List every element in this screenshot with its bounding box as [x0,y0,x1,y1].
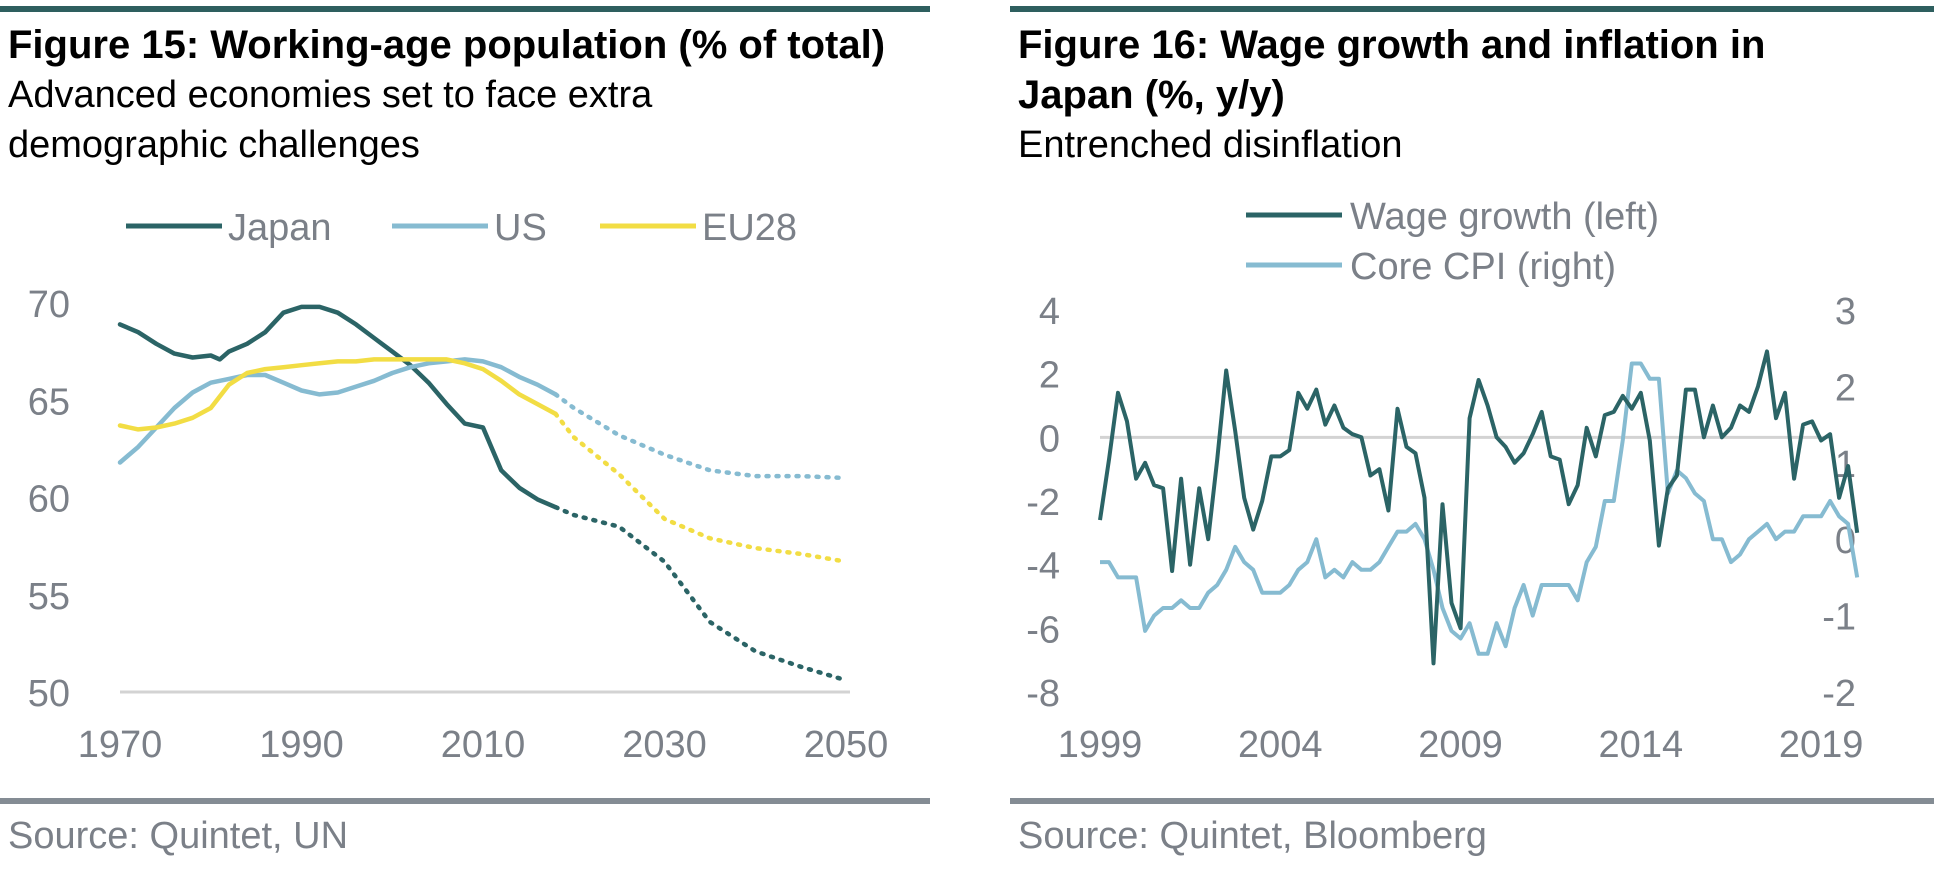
bottom-rule [1010,798,1934,804]
legend-label: EU28 [702,207,797,249]
x-tick-label: 1970 [78,724,163,766]
figure-15-chart: 50 55 60 65 70 1970 1990 2010 2030 2050 Japan US EU2… [28,207,889,766]
y-left-tick-label: 4 [1039,291,1060,333]
series-eu28-projection [553,411,849,564]
figure-16-title-line2: Japan (%, y/y) [1018,73,1285,117]
figure-15-source: Source: Quintet, UN [8,815,349,857]
y-right-tick-label: 3 [1835,291,1856,333]
y-left-tick-label: -2 [1026,482,1060,524]
figure-16-panel: Figure 16: Wage growth and inflation in … [1010,0,1934,878]
y-left-tick-label: -4 [1026,546,1060,588]
y-left-tick-label: 2 [1039,355,1060,397]
y-tick-label: 65 [28,381,70,423]
figure-15-panel: Figure 15: Working-age population (% of … [0,0,930,878]
y-left-tick-label: -6 [1026,609,1060,651]
y-right-tick-label: -1 [1822,597,1856,639]
y-right-tick-label: 2 [1835,367,1856,409]
y-right-tick-label: -2 [1822,673,1856,715]
legend-label: US [494,207,547,249]
series-japan-line [117,304,558,510]
legend-label: Japan [228,207,332,249]
series-core-cpi-line [1100,361,1860,656]
series-us-line [117,357,558,465]
y-tick-label: 55 [28,576,70,618]
y-tick-label: 50 [28,673,70,715]
x-tick-label: 2019 [1779,724,1864,766]
series-japan-projection [553,504,849,683]
series-wage-growth-line [1098,349,1860,666]
x-tick-label: 2030 [622,724,707,766]
top-rule [0,6,930,12]
y-tick-label: 60 [28,479,70,521]
x-tick-label: 1999 [1058,724,1143,766]
legend-label: Core CPI (right) [1350,246,1616,288]
x-tick-label: 2014 [1599,724,1684,766]
figure-16-subtitle: Entrenched disinflation [1018,124,1403,166]
legend-label: Wage growth (left) [1350,196,1659,238]
y-tick-label: 70 [28,284,70,326]
bottom-rule [0,798,930,804]
top-rule [1010,6,1934,12]
figure-16-source: Source: Quintet, Bloomberg [1018,815,1487,857]
figure-16-title-line1: Figure 16: Wage growth and inflation in [1018,23,1766,67]
figure-15-subtitle-line1: Advanced economies set to face extra [8,74,653,116]
x-tick-label: 1990 [259,724,344,766]
x-tick-label: 2010 [441,724,526,766]
x-tick-label: 2004 [1238,724,1323,766]
x-tick-label: 2050 [804,724,889,766]
x-tick-label: 2009 [1418,724,1503,766]
figure-15-subtitle-line2: demographic challenges [8,124,420,166]
y-left-tick-label: 0 [1039,418,1060,460]
y-left-tick-label: -8 [1026,673,1060,715]
figure-15-title: Figure 15: Working-age population (% of … [8,23,886,67]
series-us-projection [553,392,849,481]
series-eu28-line [117,357,558,432]
